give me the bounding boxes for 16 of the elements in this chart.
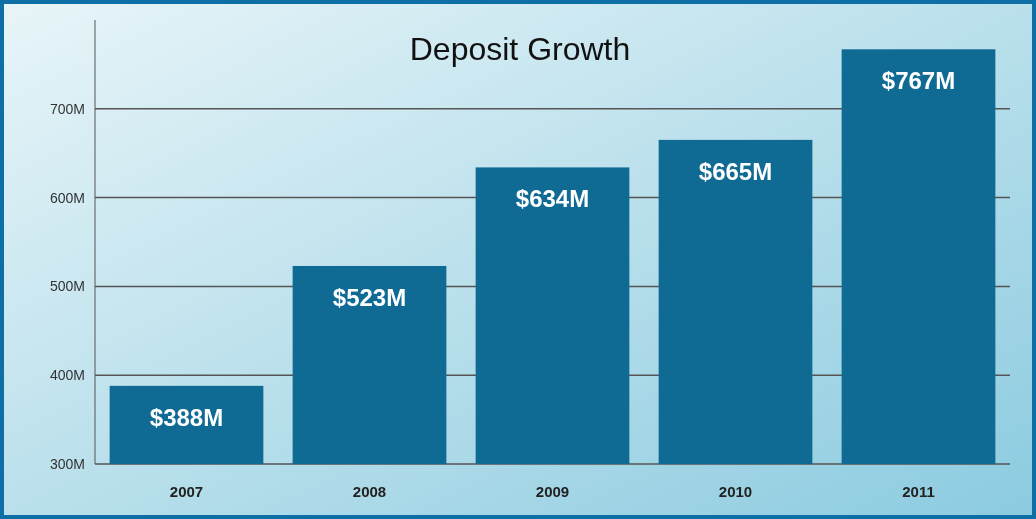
x-tick-label: 2008: [352, 483, 387, 500]
x-tick-label: 2009: [535, 483, 570, 500]
data-label: $665M: [698, 157, 773, 185]
x-tick-label: 2010: [718, 483, 753, 500]
y-tick-label: 400M: [49, 367, 85, 384]
data-label: $523M: [332, 283, 407, 311]
y-tick-label: 300M: [49, 455, 85, 472]
chart-title: Deposit Growth: [409, 31, 631, 67]
x-tick-label: 2007: [169, 483, 204, 500]
y-tick-label: 500M: [49, 278, 85, 295]
data-label: $767M: [881, 67, 956, 95]
data-label: $388M: [149, 403, 224, 431]
data-label: $634M: [515, 185, 590, 213]
x-tick-label: 2011: [902, 483, 935, 500]
y-tick-label: 700M: [49, 100, 85, 117]
y-tick-label: 600M: [49, 189, 85, 206]
